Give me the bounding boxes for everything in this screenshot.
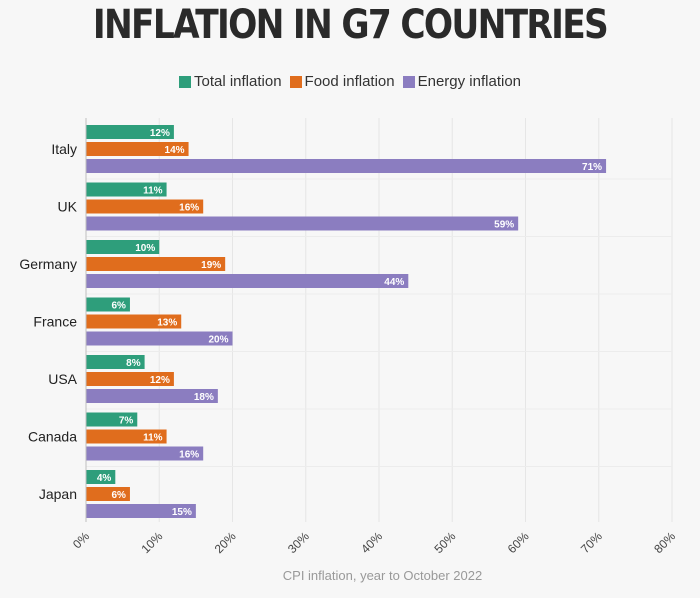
data-label: 4% — [97, 473, 112, 484]
x-tick-label: 50% — [431, 529, 458, 556]
category-label: Germany — [19, 256, 77, 272]
data-label: 71% — [582, 162, 602, 173]
data-label: 11% — [143, 433, 163, 444]
x-tick-label: 0% — [70, 529, 92, 551]
legend-label-total: Total inflation — [193, 73, 282, 90]
data-label: 44% — [384, 277, 404, 288]
data-label: 12% — [150, 128, 170, 139]
data-label: 15% — [172, 507, 192, 518]
data-label: 10% — [135, 243, 155, 254]
data-label: 6% — [111, 301, 126, 312]
category-label: Canada — [28, 429, 77, 445]
legend-swatch-energy — [402, 75, 415, 88]
bar — [86, 297, 130, 312]
x-tick-label: 60% — [505, 529, 532, 556]
legend-swatch-food — [289, 75, 302, 88]
bar — [86, 257, 226, 271]
category-label: USA — [48, 371, 77, 387]
bar — [86, 389, 218, 403]
bar — [86, 274, 409, 288]
bar — [86, 314, 182, 329]
data-label: 59% — [494, 220, 514, 231]
bar — [86, 331, 233, 346]
category-label: Italy — [51, 141, 77, 157]
x-tick-label: 40% — [358, 529, 385, 556]
data-label: 11% — [143, 186, 163, 197]
bar — [86, 216, 519, 231]
data-label: 6% — [111, 490, 126, 501]
category-label: Japan — [39, 486, 77, 502]
bar — [86, 372, 174, 386]
data-label: 20% — [208, 335, 228, 346]
x-tick-label: 30% — [285, 529, 312, 556]
chart-legend: Total inflation Food inflation Energy in… — [0, 73, 700, 90]
category-label: France — [33, 314, 77, 330]
data-label: 16% — [179, 203, 199, 214]
x-axis-label: CPI inflation, year to October 2022 — [282, 568, 483, 583]
bar — [86, 125, 174, 139]
legend-label-food: Food inflation — [304, 73, 395, 90]
data-label: 16% — [179, 450, 199, 461]
bar — [86, 355, 145, 369]
bar — [86, 142, 189, 156]
legend-item-food: Food inflation — [289, 73, 395, 90]
bar — [86, 412, 138, 427]
legend-swatch-total — [178, 75, 191, 88]
category-label: UK — [58, 199, 78, 215]
chart-title: INFLATION IN G7 COUNTRIES — [92, 2, 609, 48]
data-label: 8% — [126, 358, 141, 369]
x-tick-label: 20% — [212, 529, 239, 556]
bar — [86, 182, 167, 197]
bar — [86, 487, 130, 501]
data-label: 13% — [157, 318, 177, 329]
bar — [86, 470, 116, 484]
x-tick-label: 80% — [651, 529, 678, 556]
bar — [86, 199, 204, 214]
x-tick-label: 70% — [578, 529, 605, 556]
data-label: 12% — [150, 375, 170, 386]
data-label: 19% — [201, 260, 221, 271]
bar — [86, 446, 204, 461]
bar — [86, 504, 196, 518]
legend-label-energy: Energy inflation — [417, 73, 522, 90]
x-tick-label: 10% — [138, 529, 165, 556]
data-label: 18% — [194, 392, 214, 403]
legend-item-energy: Energy inflation — [402, 73, 522, 90]
bar — [86, 429, 167, 444]
bar — [86, 159, 607, 173]
data-label: 7% — [119, 416, 134, 427]
bar — [86, 240, 160, 254]
data-label: 14% — [165, 145, 185, 156]
legend-item-total: Total inflation — [178, 73, 282, 90]
